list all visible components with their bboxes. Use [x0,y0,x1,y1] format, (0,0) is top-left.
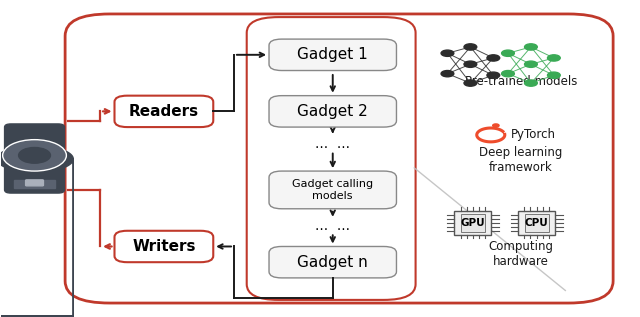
FancyBboxPatch shape [4,124,65,193]
Circle shape [525,61,538,68]
Ellipse shape [19,147,51,163]
Circle shape [464,80,477,86]
Text: Deep learning
framework: Deep learning framework [479,146,563,174]
FancyBboxPatch shape [115,231,213,262]
Text: Gadget 2: Gadget 2 [298,104,368,119]
FancyBboxPatch shape [269,39,396,70]
Circle shape [487,55,500,61]
FancyBboxPatch shape [26,180,44,186]
Circle shape [464,61,477,68]
Text: Gadget n: Gadget n [298,255,368,270]
Text: ...  ...: ... ... [316,219,350,233]
Circle shape [547,72,560,78]
Circle shape [441,70,454,77]
Circle shape [525,80,538,86]
Circle shape [547,55,560,61]
Circle shape [493,124,499,127]
Text: CPU: CPU [525,218,548,228]
Circle shape [525,44,538,50]
Text: Gadget calling
models: Gadget calling models [292,179,373,201]
FancyBboxPatch shape [269,171,396,209]
FancyBboxPatch shape [14,180,55,188]
FancyBboxPatch shape [518,211,555,235]
Text: Computing
hardware: Computing hardware [488,240,553,268]
Circle shape [487,72,500,78]
Circle shape [441,50,454,56]
FancyBboxPatch shape [269,96,396,127]
FancyBboxPatch shape [115,96,213,127]
FancyBboxPatch shape [461,214,485,231]
Circle shape [502,50,515,56]
Circle shape [502,70,515,77]
Circle shape [464,44,477,50]
Text: Writers: Writers [132,239,196,254]
Text: ...  ...: ... ... [316,137,350,151]
Text: PyTorch: PyTorch [511,128,556,141]
Text: Pre-trained models: Pre-trained models [465,75,577,88]
FancyBboxPatch shape [65,14,613,303]
FancyBboxPatch shape [454,211,492,235]
Ellipse shape [3,140,67,171]
FancyBboxPatch shape [269,247,396,278]
FancyBboxPatch shape [525,214,548,231]
FancyBboxPatch shape [246,17,415,300]
Text: Readers: Readers [129,104,199,119]
Text: Gadget 1: Gadget 1 [298,47,368,62]
Text: GPU: GPU [461,218,485,228]
